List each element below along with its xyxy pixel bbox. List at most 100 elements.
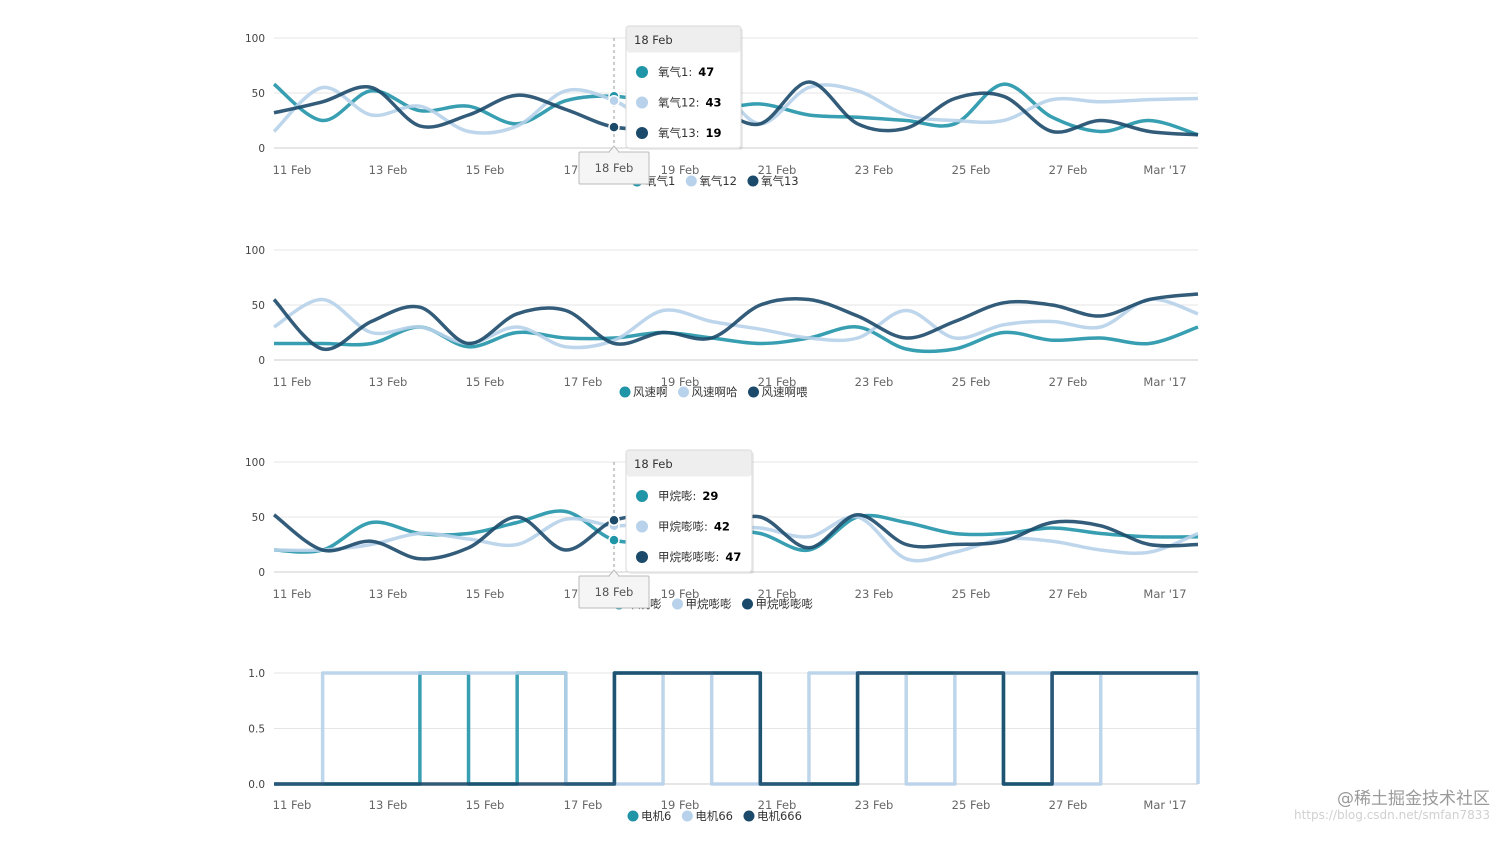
tooltip-title: 18 Feb (634, 457, 673, 471)
series-line-风速啊[interactable] (274, 325, 1199, 354)
chart-panel-2: 0 50 100 11 Feb 13 Feb 15 Feb 17 Feb 19 Feb 21 F… (245, 245, 1199, 399)
tooltip-label: 甲烷嘭嘭嘭: (658, 550, 719, 564)
x-tick-label: 11 Feb (273, 163, 312, 177)
legend-marker[interactable] (627, 810, 639, 822)
legend-marker[interactable] (685, 175, 697, 187)
series-line-风速啊喂[interactable] (272, 292, 1199, 351)
series-line-氧气13[interactable] (273, 80, 1199, 137)
x-tick-label: 15 Feb (466, 375, 505, 389)
x-tick-label: 25 Feb (952, 163, 991, 177)
x-tick-label: 17 Feb (564, 375, 603, 389)
y-tick-label: 0 (258, 355, 265, 367)
y-tick-label: 50 (252, 512, 265, 524)
x-tick-label: 17 Feb (564, 798, 603, 812)
hover-marker (608, 534, 620, 546)
tooltip-value: 42 (714, 520, 730, 534)
chart-panel-4: 0.0 0.5 1.0 11 Feb 13 Feb 15 Feb 17 Feb 19 Feb 2… (248, 668, 1200, 823)
x-tick-label: 15 Feb (466, 587, 505, 601)
legend-item-氧气1[interactable]: 氧气1 (645, 174, 675, 188)
hover-marker (608, 121, 620, 133)
legend-item-风速啊[interactable]: 风速啊 (633, 385, 668, 399)
x-tick-label: 25 Feb (952, 798, 991, 812)
tooltip-value: 29 (702, 489, 718, 503)
legend-marker[interactable] (681, 810, 693, 822)
legend-item-氧气12[interactable]: 氧气12 (699, 174, 737, 188)
legend-item-电机66[interactable]: 电机66 (695, 809, 733, 823)
tooltip-value: 47 (698, 65, 714, 79)
watermark-url: https://blog.csdn.net/smfan7833 (1293, 808, 1490, 822)
x-tick-label: 13 Feb (369, 375, 408, 389)
hover-marker (608, 514, 620, 527)
legend-item-电机666[interactable]: 电机666 (757, 809, 802, 823)
tooltip-marker (636, 66, 648, 78)
x-tick-label: 11 Feb (273, 798, 312, 812)
legend-marker[interactable] (672, 598, 683, 610)
y-tick-label: 100 (245, 457, 265, 469)
y-tick-label: 50 (252, 300, 265, 312)
tooltip-value: 19 (706, 126, 722, 140)
tooltip-value: 47 (725, 550, 741, 564)
x-tick-label: 27 Feb (1049, 798, 1088, 812)
tooltip-label: 氧气1: (658, 65, 692, 79)
x-axis-hover-label: 18 Feb (578, 569, 650, 609)
tooltip-marker (636, 520, 648, 533)
watermark: @稀土掘金技术社区 https://blog.csdn.net/smfan783… (1294, 791, 1490, 823)
x-tick-label: 19 Feb (661, 375, 700, 389)
legend-item-氧气13[interactable]: 氧气13 (761, 174, 799, 188)
legend-marker[interactable] (748, 386, 759, 398)
x-tick-label: 21 Feb (758, 798, 797, 812)
tooltip: 18 Feb 甲烷嘭: 29 甲烷嘭嘭: 42 甲烷嘭嘭嘭: 47 (625, 449, 754, 574)
x-tick-label: 13 Feb (369, 587, 408, 601)
x-tick-label: 27 Feb (1049, 587, 1088, 601)
legend-marker[interactable] (743, 810, 755, 822)
x-tick-label: 21 Feb (758, 375, 797, 389)
legend-marker[interactable] (742, 598, 753, 610)
legend-item-甲烷嘭嘭嘭[interactable]: 甲烷嘭嘭嘭 (756, 597, 814, 611)
x-tick-label: 21 Feb (758, 163, 797, 177)
tooltip-label: 甲烷嘭: (658, 489, 696, 503)
tooltip-marker (636, 127, 648, 139)
y-tick-label: 0 (258, 143, 265, 155)
tooltip-label: 甲烷嘭嘭: (658, 520, 708, 534)
x-tick-label: 23 Feb (855, 163, 894, 177)
legend-marker[interactable] (747, 175, 759, 187)
legend-item-风速啊哈[interactable]: 风速啊哈 (692, 385, 738, 399)
x-tick-label: 21 Feb (758, 587, 797, 601)
legend-marker[interactable] (619, 386, 631, 398)
legend-item-电机6[interactable]: 电机6 (641, 809, 671, 823)
x-tick-label: Mar '17 (1143, 163, 1186, 177)
x-tick-label: 19 Feb (661, 163, 700, 177)
x-tick-label: Mar '17 (1143, 798, 1186, 812)
tooltip-title: 18 Feb (634, 33, 673, 47)
tooltip-value: 43 (706, 96, 722, 110)
legend-marker[interactable] (678, 386, 689, 398)
y-tick-label: 100 (245, 245, 265, 257)
x-tick-label: 23 Feb (855, 375, 894, 389)
x-tick-label: 23 Feb (855, 798, 894, 812)
x-tick-label: Mar '17 (1143, 587, 1186, 601)
watermark-brand: @稀土掘金技术社区 (1337, 789, 1490, 809)
x-tick-label: Mar '17 (1143, 375, 1186, 389)
x-tick-label: 27 Feb (1049, 375, 1088, 389)
legend-item-风速啊喂[interactable]: 风速啊喂 (762, 385, 808, 399)
tooltip-marker (636, 551, 648, 563)
series-line-电机666[interactable] (274, 671, 1198, 786)
x-tick-label: 19 Feb (661, 798, 700, 812)
x-axis-hover-label: 18 Feb (578, 145, 650, 185)
x-tick-label: 13 Feb (369, 163, 408, 177)
legend-item-甲烷嘭嘭[interactable]: 甲烷嘭嘭 (686, 597, 732, 611)
x-tick-label: 27 Feb (1049, 163, 1088, 177)
x-axis-hover-text: 18 Feb (595, 585, 634, 599)
y-tick-label: 50 (252, 88, 265, 100)
y-tick-label: 0 (258, 567, 265, 579)
tooltip-label: 氧气13: (658, 126, 700, 140)
tooltip: 18 Feb 氧气1: 47 氧气12: 43 氧气13: 19 (625, 25, 743, 150)
y-tick-label: 1.0 (248, 668, 265, 680)
x-tick-label: 11 Feb (273, 587, 312, 601)
x-tick-label: 23 Feb (855, 587, 894, 601)
x-tick-label: 15 Feb (466, 163, 505, 177)
y-tick-label: 0.0 (248, 779, 265, 791)
